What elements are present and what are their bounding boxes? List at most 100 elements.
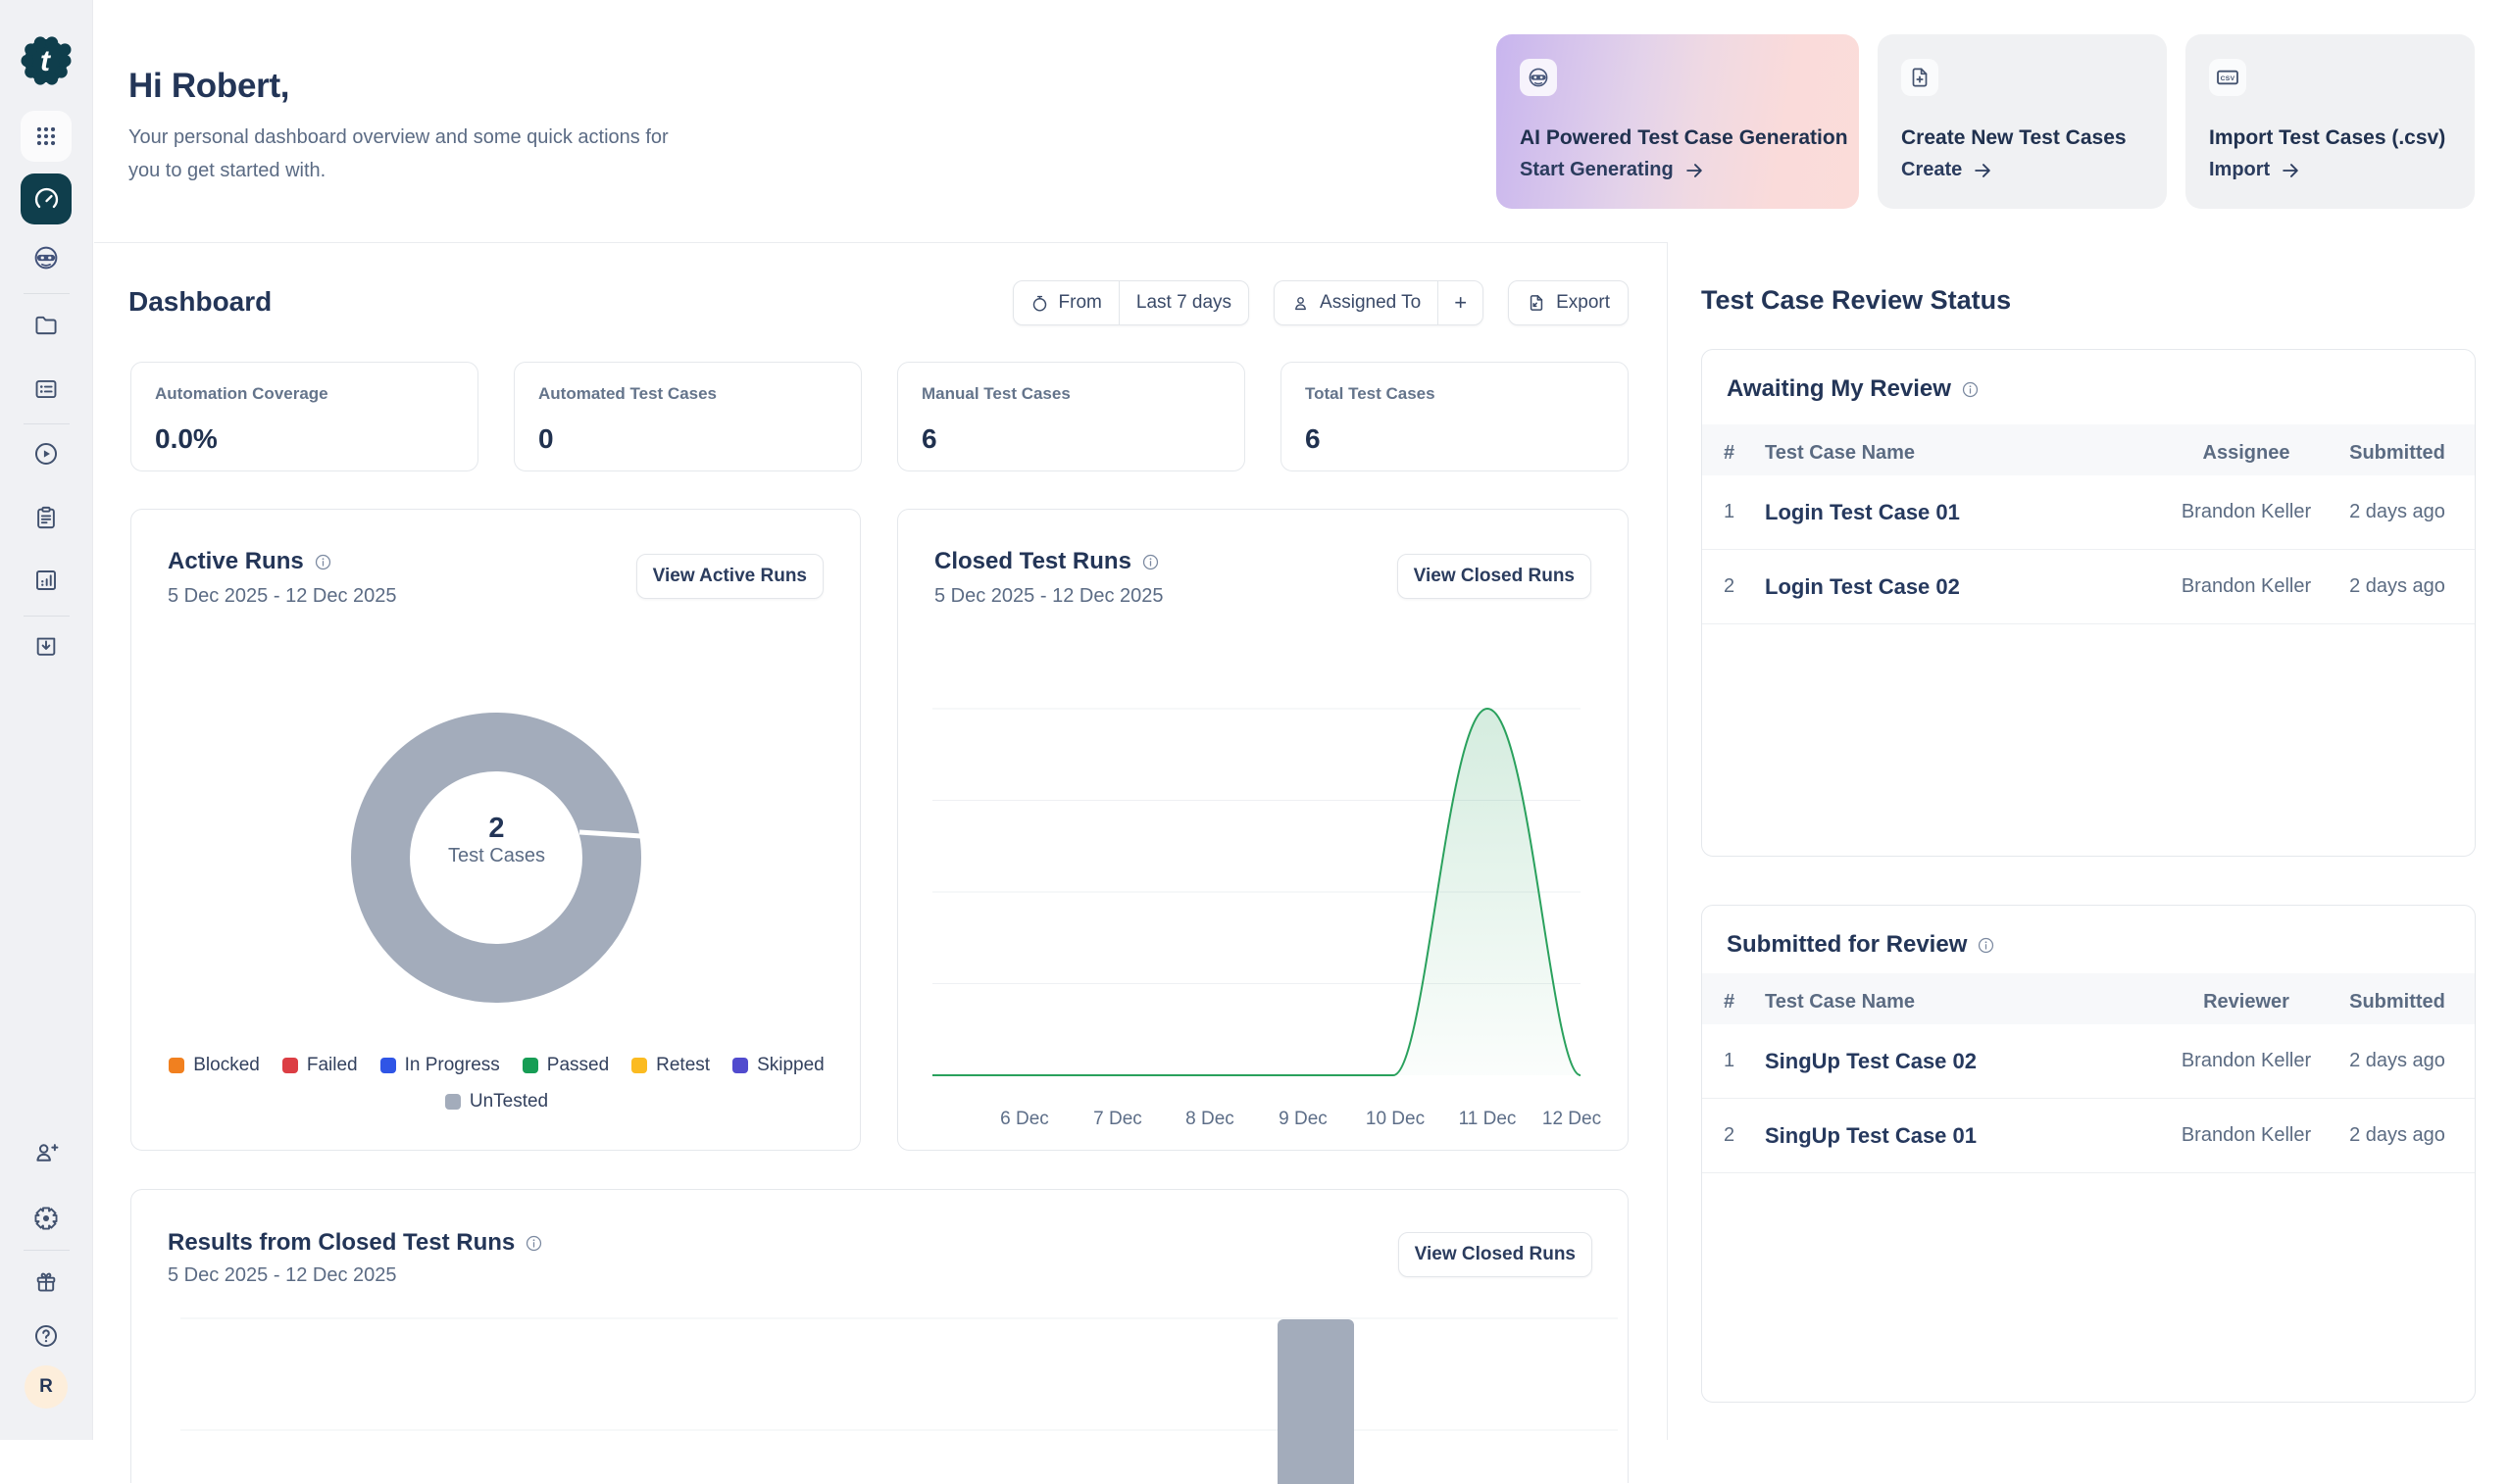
closed-runs-title: Closed Test Runs <box>934 548 1131 574</box>
x-axis-label: 10 Dec <box>1366 1109 1425 1129</box>
export-file-icon <box>1530 295 1543 311</box>
legend-passed[interactable]: Passed <box>522 1055 610 1076</box>
cell-date: 2 days ago <box>2349 1124 2445 1146</box>
table-row[interactable]: 2 SingUp Test Case 01 Brandon Keller 2 d… <box>1702 1099 2475 1173</box>
sidebar-item-settings[interactable] <box>32 1205 60 1232</box>
import-label: Import <box>2209 159 2271 180</box>
start-generating-link[interactable]: Start Generating <box>1520 159 1705 181</box>
results-daterange: 5 Dec 2025 - 12 Dec 2025 <box>168 1264 397 1286</box>
folder-icon <box>35 316 57 335</box>
active-runs-title: Active Runs <box>168 548 304 574</box>
sidebar-divider-3 <box>24 616 70 617</box>
stat-total-test-cases: Total Test Cases 6 <box>1280 362 1629 471</box>
legend-in-progress[interactable]: In Progress <box>379 1055 500 1076</box>
gift-icon <box>36 1272 56 1292</box>
panel-divider <box>1667 242 1668 1440</box>
active-runs-donut-chart <box>351 713 642 1003</box>
cell-date: 2 days ago <box>2349 501 2445 522</box>
cell-name: SingUp Test Case 01 <box>1765 1122 1977 1148</box>
create-test-cases-card[interactable]: Create New Test Cases Create <box>1878 34 2167 209</box>
svg-text:CSV: CSV <box>2221 75 2235 82</box>
donut-legend-row-1: Blocked Failed In Progress Passed Retest… <box>131 1055 862 1076</box>
active-runs-card: Active Runs 5 Dec 2025 - 12 Dec 2025 Vie… <box>130 509 861 1151</box>
play-circle-icon <box>34 442 58 466</box>
sidebar-item-whats-new[interactable] <box>33 1269 60 1296</box>
legend-failed[interactable]: Failed <box>281 1055 358 1076</box>
info-icon[interactable] <box>525 1234 543 1253</box>
arrow-right-icon <box>2283 163 2299 177</box>
clipboard-icon <box>37 506 55 529</box>
sidebar-item-import[interactable] <box>33 633 60 660</box>
x-axis-label: 7 Dec <box>1093 1109 1142 1129</box>
legend-blocked[interactable]: Blocked <box>169 1055 260 1076</box>
sidebar-item-testcases[interactable] <box>33 376 60 403</box>
view-closed-runs-button[interactable]: View Closed Runs <box>1396 554 1591 599</box>
from-button[interactable]: From <box>1014 281 1119 324</box>
sidebar-item-plans[interactable] <box>33 505 60 531</box>
app-logo[interactable]: t <box>20 34 73 87</box>
cell-date: 2 days ago <box>2349 575 2445 597</box>
table-row[interactable]: 2 Login Test Case 02 Brandon Keller 2 da… <box>1702 550 2475 624</box>
legend-untested[interactable]: UnTested <box>444 1091 548 1113</box>
legend-swatch <box>631 1058 648 1073</box>
info-icon[interactable] <box>1977 936 1995 955</box>
sidebar-item-reports[interactable] <box>33 568 60 594</box>
results-title: Results from Closed Test Runs <box>168 1229 516 1256</box>
x-axis-label: 8 Dec <box>1185 1109 1234 1129</box>
import-tray-icon <box>36 637 56 656</box>
donut-legend-row-2: UnTested <box>131 1091 862 1113</box>
awaiting-review-card: Awaiting My Review # Test Case Name Assi… <box>1701 349 2476 857</box>
cell-num: 1 <box>1724 501 1735 522</box>
import-link[interactable]: Import <box>2209 159 2301 181</box>
create-link[interactable]: Create <box>1901 159 1993 181</box>
sidebar-divider-1 <box>24 293 70 294</box>
view-active-runs-button[interactable]: View Active Runs <box>635 554 824 599</box>
sidebar-item-dashboard[interactable] <box>21 173 72 224</box>
table-row[interactable]: 1 Login Test Case 01 Brandon Keller 2 da… <box>1702 475 2475 550</box>
user-avatar[interactable]: R <box>25 1365 68 1409</box>
cell-name: Login Test Case 01 <box>1765 499 1960 524</box>
create-label: Create <box>1901 159 1963 180</box>
sidebar-item-ai[interactable] <box>32 244 61 272</box>
subtitle-line-1: Your personal dashboard overview and som… <box>128 126 669 148</box>
legend-label: Passed <box>546 1055 610 1075</box>
cell-num: # <box>1724 991 1735 1013</box>
import-test-cases-card[interactable]: CSV Import Test Cases (.csv) Import <box>2185 34 2475 209</box>
cell-person: Brandon Keller <box>2181 1124 2312 1146</box>
legend-retest[interactable]: Retest <box>631 1055 710 1076</box>
table-header: # Test Case Name Reviewer Submitted <box>1702 973 2475 1024</box>
assigned-to-button[interactable]: Assigned To <box>1275 281 1437 324</box>
create-card-title: Create New Test Cases <box>1901 126 2127 149</box>
cell-num: # <box>1724 442 1735 464</box>
info-icon[interactable] <box>314 553 332 571</box>
arrow-right-icon <box>1975 163 1991 177</box>
view-closed-runs-button-2[interactable]: View Closed Runs <box>1397 1232 1592 1277</box>
range-value-button[interactable]: Last 7 days <box>1118 281 1248 324</box>
legend-skipped[interactable]: Skipped <box>732 1055 825 1076</box>
test-cases-icon <box>35 379 57 399</box>
cell-person: Assignee <box>2202 442 2290 464</box>
info-icon[interactable] <box>1961 380 1980 399</box>
sidebar-item-runs[interactable] <box>32 440 60 468</box>
sidebar-item-invite[interactable] <box>32 1139 60 1166</box>
header-divider <box>94 242 1667 243</box>
table-row[interactable]: 1 SingUp Test Case 02 Brandon Keller 2 d… <box>1702 1024 2475 1099</box>
export-button[interactable]: Export <box>1508 280 1629 325</box>
awaiting-review-title: Awaiting My Review <box>1727 375 1951 402</box>
cell-num: 2 <box>1724 575 1735 597</box>
cell-name: Test Case Name <box>1765 991 1916 1013</box>
review-status-title: Test Case Review Status <box>1701 285 2012 315</box>
info-icon[interactable] <box>1141 553 1160 571</box>
ai-generation-card[interactable]: AI Powered Test Case Generation Start Ge… <box>1496 34 1859 209</box>
submitted-review-title: Submitted for Review <box>1727 931 1968 958</box>
sidebar-item-apps[interactable] <box>21 111 72 162</box>
sidebar-item-projects[interactable] <box>33 312 60 338</box>
sidebar-item-help[interactable] <box>32 1322 60 1350</box>
add-filter-button[interactable]: + <box>1437 281 1482 324</box>
cell-date: 2 days ago <box>2349 1050 2445 1071</box>
gear-icon <box>34 1207 58 1230</box>
dashboard-filters: From Last 7 days Assigned To + Export <box>1012 280 1629 325</box>
x-axis-label: 9 Dec <box>1279 1109 1328 1129</box>
stat-automated-test-cases: Automated Test Cases 0 <box>514 362 862 471</box>
legend-swatch <box>522 1058 538 1073</box>
